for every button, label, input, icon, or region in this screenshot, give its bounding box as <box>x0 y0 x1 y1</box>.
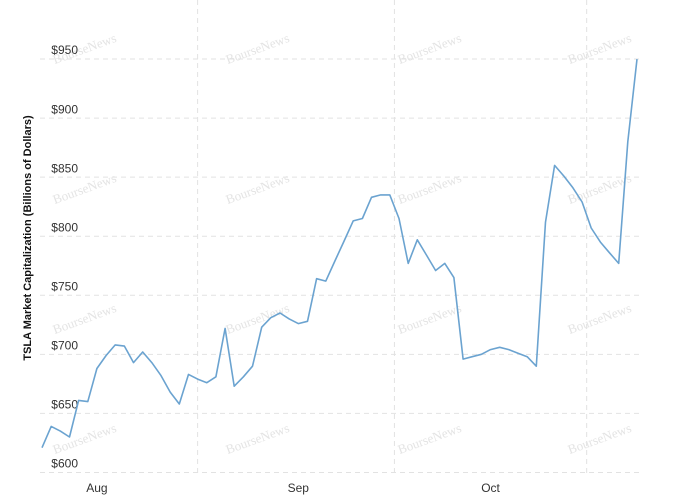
y-tick-label: $650 <box>51 398 78 412</box>
y-tick-label: $800 <box>51 220 78 234</box>
watermark: BourseNews <box>396 300 464 337</box>
watermark: BourseNews <box>224 420 292 457</box>
watermark: BourseNews <box>566 420 634 457</box>
y-tick-label: $750 <box>51 279 78 293</box>
watermark: BourseNews <box>566 30 634 67</box>
y-tick-label: $950 <box>51 43 78 57</box>
watermark: BourseNews <box>51 300 119 337</box>
watermark: BourseNews <box>396 170 464 207</box>
watermark: BourseNews <box>51 420 119 457</box>
watermark: BourseNews <box>566 300 634 337</box>
watermark: BourseNews <box>224 170 292 207</box>
watermark: BourseNews <box>51 170 119 207</box>
watermark: BourseNews <box>224 30 292 67</box>
x-tick-label: Aug <box>86 481 107 495</box>
y-tick-label: $700 <box>51 339 78 353</box>
y-tick-label: $850 <box>51 161 78 175</box>
y-tick-label: $900 <box>51 102 78 116</box>
watermark: BourseNews <box>396 30 464 67</box>
watermark: BourseNews <box>396 420 464 457</box>
x-tick-label: Sep <box>288 481 310 495</box>
y-tick-label: $600 <box>51 457 78 471</box>
y-axis-label: TSLA Market Capitalization (Billions of … <box>22 115 34 361</box>
line <box>41 59 638 449</box>
watermark: BourseNews <box>224 300 292 337</box>
x-tick-label: Oct <box>481 481 500 495</box>
